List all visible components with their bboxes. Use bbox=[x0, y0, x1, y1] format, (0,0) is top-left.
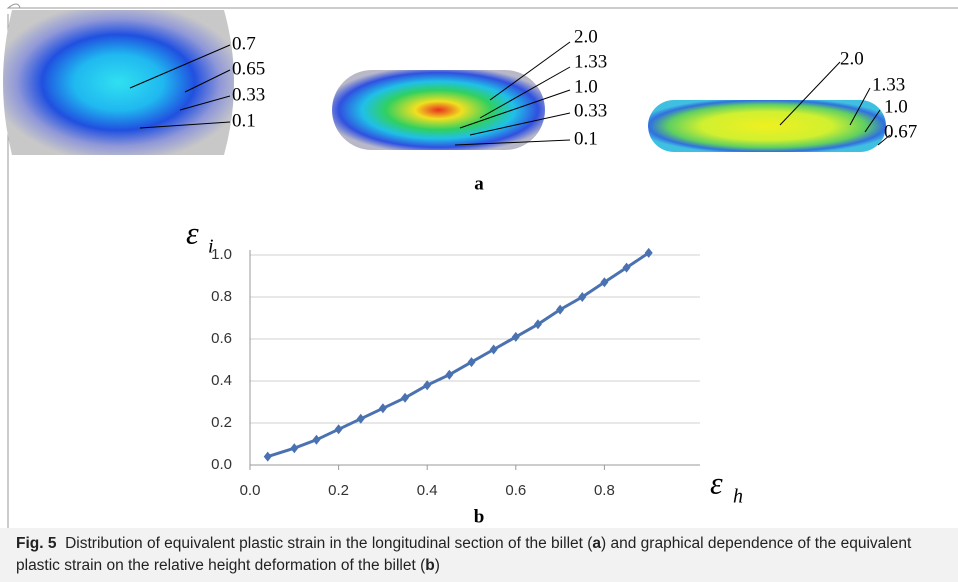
data-point bbox=[423, 380, 432, 391]
x-tick-label: 0.6 bbox=[505, 482, 526, 499]
data-point bbox=[489, 344, 498, 355]
contour-label: 0.65 bbox=[232, 58, 265, 79]
contour-label: 1.33 bbox=[574, 51, 607, 72]
contour-label: 2.0 bbox=[574, 26, 598, 47]
caption-text: ) bbox=[434, 557, 440, 574]
panel-label: b bbox=[474, 506, 485, 527]
x-tick-label: 0.8 bbox=[594, 482, 615, 499]
data-point bbox=[622, 262, 631, 273]
data-point bbox=[467, 357, 476, 368]
data-point bbox=[556, 304, 565, 315]
contour-label: 0.67 bbox=[884, 121, 917, 142]
caption-label: Fig. 5 bbox=[16, 535, 57, 552]
figure-graphic: 0.70.650.330.12.01.331.00.330.12.01.331.… bbox=[3, 3, 958, 528]
data-point bbox=[511, 331, 520, 342]
data-point bbox=[600, 277, 609, 288]
contour-label: 1.0 bbox=[884, 96, 908, 117]
data-point bbox=[356, 413, 365, 424]
data-point bbox=[578, 292, 587, 302]
data-point bbox=[334, 424, 343, 435]
leaders bbox=[129, 41, 891, 146]
y-tick-label: 0.8 bbox=[211, 288, 232, 305]
caption-text: Distribution of equivalent plastic strai… bbox=[65, 535, 593, 552]
panel-label: a bbox=[474, 173, 484, 194]
contour-shape bbox=[648, 100, 886, 152]
y-tick-label: 1.0 bbox=[211, 246, 232, 263]
x-axis-label-sub: h bbox=[733, 486, 743, 508]
caption-text: ) and graphical dependence of the equiva… bbox=[16, 535, 912, 574]
frame bbox=[6, 3, 958, 9]
data-point bbox=[445, 369, 454, 380]
contour-label: 1.33 bbox=[872, 74, 905, 95]
y-tick-label: 0.4 bbox=[211, 372, 232, 389]
x-tick-label: 0.2 bbox=[328, 482, 349, 499]
contour-label: 0.33 bbox=[232, 84, 265, 105]
data-point bbox=[312, 434, 321, 445]
contour-label: 0.1 bbox=[232, 110, 256, 131]
contour-label: 0.33 bbox=[574, 100, 607, 121]
x-tick-label: 0.0 bbox=[240, 482, 261, 499]
caption-ref: a bbox=[592, 535, 602, 552]
data-point bbox=[644, 247, 653, 258]
x-axis-label: ε bbox=[710, 464, 723, 500]
contour-label: 0.7 bbox=[232, 33, 256, 54]
contour-label: 0.1 bbox=[574, 128, 598, 149]
y-tick-label: 0.6 bbox=[211, 330, 232, 347]
y-axis-label-sub: i bbox=[208, 236, 214, 258]
data-point bbox=[401, 392, 410, 403]
caption: Fig. 5 Distribution of equivalent plasti… bbox=[0, 528, 958, 582]
contour-label: 2.0 bbox=[840, 48, 864, 69]
data-line bbox=[267, 251, 650, 459]
x-tick-label: 0.4 bbox=[417, 482, 438, 499]
data-point bbox=[533, 319, 542, 330]
data-point bbox=[378, 403, 387, 414]
contour-label: 1.0 bbox=[574, 76, 598, 97]
caption-ref: b bbox=[425, 557, 435, 574]
y-tick-label: 0.0 bbox=[211, 456, 232, 473]
data-point bbox=[290, 443, 299, 454]
y-tick-label: 0.2 bbox=[211, 414, 232, 431]
contour-shape bbox=[3, 10, 234, 155]
data-point bbox=[263, 451, 272, 462]
y-axis-label: ε bbox=[186, 214, 199, 250]
